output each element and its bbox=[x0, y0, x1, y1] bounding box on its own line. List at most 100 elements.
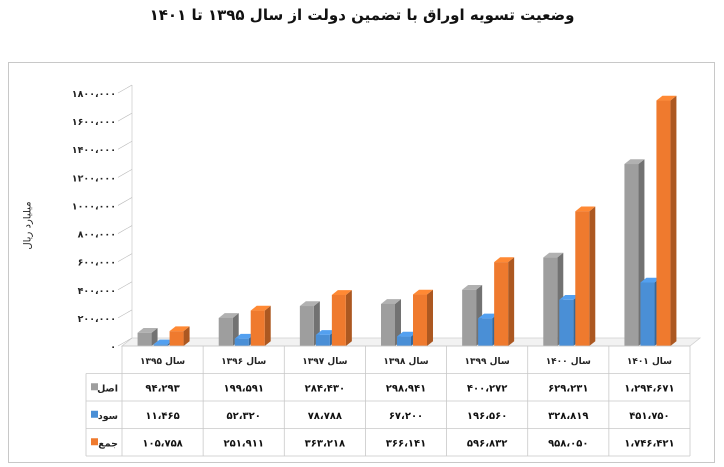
x-tick-label: سال ۱۳۹۶ bbox=[221, 357, 266, 367]
data-label: ۳۲۸،۸۱۹ bbox=[548, 411, 588, 422]
data-label: ۴۵۱،۷۵۰ bbox=[629, 411, 669, 422]
bar-top-اصل bbox=[381, 299, 401, 304]
bar bbox=[299, 306, 314, 346]
bar-top-اصل bbox=[543, 252, 564, 258]
bar-top-سود bbox=[315, 330, 336, 335]
chart-frame bbox=[8, 62, 715, 463]
y-tick-label: ۶۰۰،۰۰۰ bbox=[78, 258, 116, 269]
bar-side-جمع bbox=[183, 326, 190, 346]
y-tick-label: ۱۶۰۰،۰۰۰ bbox=[72, 117, 116, 128]
y-tick-line bbox=[117, 140, 133, 150]
bar-top-جمع bbox=[656, 95, 677, 101]
bar bbox=[624, 164, 639, 346]
data-label: ۲۵۱،۹۱۱ bbox=[224, 438, 264, 449]
bar-side-جمع bbox=[670, 95, 677, 346]
bar-top-جمع bbox=[169, 326, 190, 332]
data-label: ۴۰۰،۲۷۲ bbox=[467, 383, 507, 394]
chart-title: وضعیت تسویه اوراق با تضمین دولت از سال ۱… bbox=[149, 6, 575, 24]
y-tick-line bbox=[117, 225, 133, 234]
bar bbox=[478, 318, 493, 346]
legend-label: اصل bbox=[97, 383, 118, 394]
bar bbox=[153, 344, 168, 346]
bar bbox=[137, 332, 152, 346]
x-tick-label: سال ۱۳۹۹ bbox=[465, 357, 510, 367]
bar-top-اصل bbox=[462, 284, 483, 290]
x-tick-label: سال ۱۴۰۱ bbox=[627, 357, 672, 367]
data-label: ۳۶۳،۲۱۸ bbox=[305, 438, 345, 449]
y-tick-label: ۱۴۰۰،۰۰۰ bbox=[72, 145, 116, 156]
bar-side-جمع bbox=[508, 257, 515, 346]
y-tick-label: ۱۰۰۰،۰۰۰ bbox=[72, 201, 116, 212]
bar-top-اصل bbox=[299, 301, 320, 307]
y-tick-line bbox=[117, 253, 133, 262]
y-tick-line bbox=[117, 169, 133, 178]
data-label: ۱،۷۴۶،۴۲۱ bbox=[624, 438, 674, 449]
bar bbox=[331, 294, 346, 346]
data-label: ۶۷،۲۰۰ bbox=[389, 411, 423, 422]
data-label: ۵۲،۳۲۰ bbox=[227, 411, 261, 422]
legend-swatch bbox=[91, 410, 98, 418]
bar-side-اصل bbox=[395, 299, 401, 346]
bar-top-اصل bbox=[624, 159, 645, 165]
data-label: ۱۱،۴۶۵ bbox=[145, 411, 179, 422]
legend-label: سود bbox=[98, 411, 118, 422]
bar bbox=[234, 338, 249, 346]
bar bbox=[575, 211, 590, 346]
bar-top-اصل bbox=[218, 313, 239, 318]
legend-swatch bbox=[91, 383, 98, 391]
bar-top-سود bbox=[234, 333, 255, 339]
x-tick-label: سال ۱۴۰۰ bbox=[546, 357, 591, 367]
bar-side-جمع bbox=[345, 290, 352, 346]
bar bbox=[413, 294, 427, 346]
bar-top-سود bbox=[153, 339, 174, 345]
bar bbox=[559, 299, 574, 346]
legend-label: جمع bbox=[98, 438, 118, 449]
y-tick-line bbox=[117, 309, 133, 319]
data-label: ۱۹۹،۵۹۱ bbox=[224, 383, 264, 394]
bar-side-جمع bbox=[264, 305, 271, 346]
bar bbox=[218, 317, 233, 346]
x-tick-label: سال ۱۳۹۵ bbox=[140, 357, 185, 367]
bar bbox=[169, 331, 184, 346]
data-label: ۶۲۹،۲۳۱ bbox=[548, 383, 588, 394]
bar bbox=[462, 289, 477, 346]
bar-side-اصل bbox=[151, 327, 158, 346]
bar-top-جمع bbox=[413, 289, 433, 295]
data-label: ۹۵۸،۰۵۰ bbox=[548, 438, 588, 449]
bar bbox=[397, 336, 411, 346]
data-label: ۲۹۸،۹۴۱ bbox=[386, 383, 426, 394]
bar-side-جمع bbox=[427, 289, 433, 346]
bar-side-جمع bbox=[589, 206, 596, 346]
x-tick-label: سال ۱۳۹۷ bbox=[302, 357, 347, 367]
bar bbox=[250, 310, 265, 346]
data-label: ۷۸،۷۸۸ bbox=[308, 411, 342, 422]
y-tick-line bbox=[117, 337, 133, 347]
data-label: ۵۹۶،۸۳۲ bbox=[467, 438, 507, 449]
data-label: ۹۴،۲۹۳ bbox=[145, 383, 179, 394]
y-tick-label: ۱۸۰۰،۰۰۰ bbox=[72, 89, 116, 100]
y-tick-line bbox=[117, 197, 133, 206]
y-tick-label: ۸۰۰،۰۰۰ bbox=[78, 230, 116, 241]
y-tick-line bbox=[117, 281, 133, 291]
data-label: ۲۸۴،۴۳۰ bbox=[305, 383, 345, 394]
bar bbox=[543, 257, 558, 346]
bar-top-جمع bbox=[250, 305, 271, 311]
y-tick-line bbox=[117, 84, 133, 94]
data-label: ۱،۲۹۴،۶۷۱ bbox=[624, 383, 674, 394]
bar-top-جمع bbox=[494, 257, 515, 263]
x-tick-label: سال ۱۳۹۸ bbox=[383, 357, 428, 367]
legend-swatch bbox=[91, 438, 98, 446]
data-label: ۳۶۶،۱۴۱ bbox=[386, 438, 426, 449]
bar bbox=[640, 282, 655, 346]
bar-top-جمع bbox=[331, 290, 352, 295]
bar-top-سود bbox=[640, 277, 661, 283]
y-tick-label: ۴۰۰،۰۰۰ bbox=[78, 286, 116, 297]
y-tick-label: ۱۲۰۰،۰۰۰ bbox=[72, 173, 116, 184]
bar-top-جمع bbox=[575, 206, 596, 212]
data-label: ۱۰۵،۷۵۸ bbox=[142, 438, 182, 449]
bar bbox=[656, 100, 671, 346]
y-tick-line bbox=[117, 112, 133, 122]
bar bbox=[315, 334, 330, 346]
bar-top-اصل bbox=[137, 327, 158, 333]
